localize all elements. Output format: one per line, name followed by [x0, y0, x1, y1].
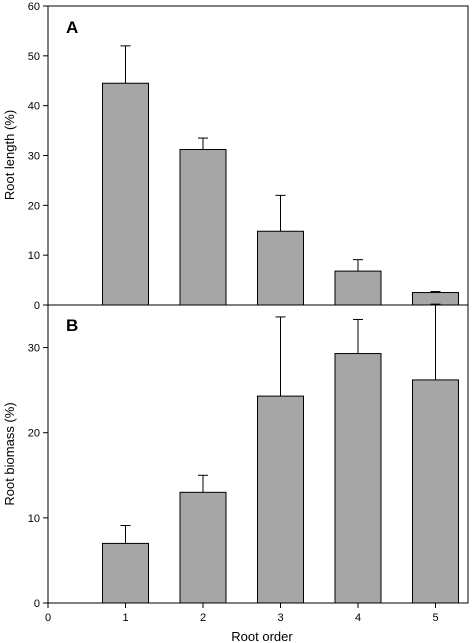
panel-b-y-tick-label: 10	[28, 513, 40, 525]
bar-2	[179, 491, 227, 604]
bar-5	[412, 292, 459, 306]
panel-a: 0 10 20 30 40 50 60 A Root length (%)	[2, 1, 469, 312]
bar-5	[412, 379, 459, 604]
panel-a-y-tick-label: 60	[28, 1, 40, 13]
panel-b: 0 10 20 30 0 1 2 3 4 5 B Root biomass (%) Root o…	[2, 303, 469, 643]
panel-b-y-tick-label: 20	[28, 428, 40, 440]
panel-a-y-ticks: 0 10 20 30 40 50 60	[28, 1, 48, 312]
x-tick-label: 4	[355, 612, 361, 624]
panel-a-y-tick-label: 40	[28, 101, 40, 113]
panel-b-label: B	[66, 316, 78, 335]
panel-a-y-tick-label: 10	[28, 250, 40, 262]
x-tick-label: 1	[122, 612, 128, 624]
panel-a-y-tick-label: 50	[28, 51, 40, 63]
bar-1	[102, 82, 149, 306]
panel-a-y-tick-label: 20	[28, 200, 40, 212]
panel-a-y-tick-label: 0	[34, 300, 40, 312]
panel-b-x-ticks: 0 1 2 3 4 5	[45, 603, 439, 624]
bar-1	[102, 542, 149, 604]
bar-3	[257, 395, 304, 604]
x-axis-title: Root order	[231, 629, 293, 643]
panel-b-y-tick-label: 30	[28, 343, 40, 355]
panel-b-y-ticks: 0 10 20 30	[28, 343, 48, 610]
x-tick-label: 3	[277, 612, 283, 624]
panel-b-y-tick-label: 0	[34, 598, 40, 610]
panel-a-y-tick-label: 30	[28, 151, 40, 163]
panel-b-y-axis-title: Root biomass (%)	[2, 402, 17, 505]
bar-3	[257, 230, 304, 306]
panel-b-bars	[102, 303, 459, 604]
bar-4	[334, 353, 382, 604]
panel-a-bars	[102, 45, 459, 306]
bar-4	[334, 270, 382, 306]
bar-2	[179, 149, 227, 306]
x-tick-label: 0	[45, 612, 51, 624]
panel-a-y-axis-title: Root length (%)	[2, 110, 17, 200]
panel-a-label: A	[66, 18, 78, 37]
x-tick-label: 2	[200, 612, 206, 624]
x-tick-label: 5	[432, 612, 438, 624]
